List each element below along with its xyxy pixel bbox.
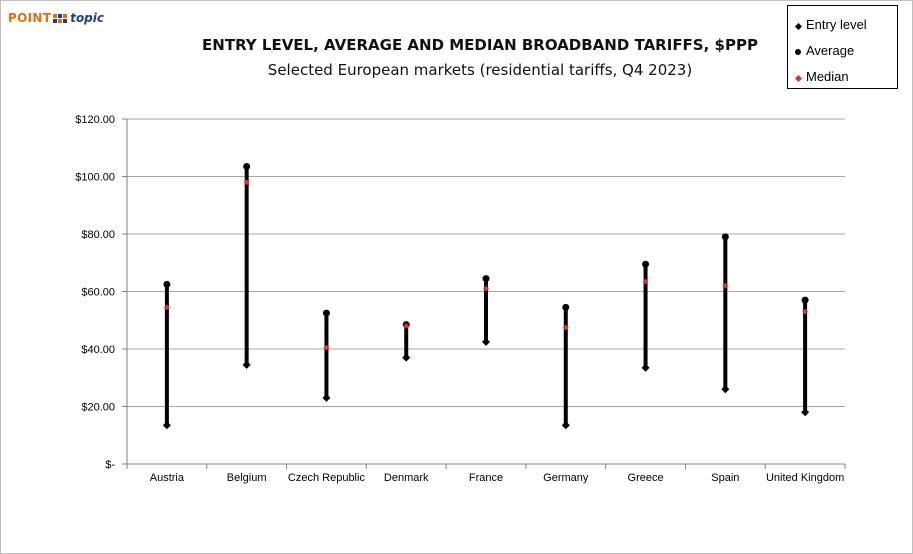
y-tick-label: $80.00 bbox=[81, 229, 115, 241]
x-tick-label: Greece bbox=[628, 472, 664, 484]
average-marker bbox=[642, 260, 650, 268]
median-marker bbox=[722, 282, 729, 289]
median-marker bbox=[802, 308, 809, 315]
median-marker bbox=[163, 304, 170, 311]
y-tick-label: $120.00 bbox=[75, 114, 115, 126]
average-marker bbox=[243, 162, 251, 170]
x-tick-label: Germany bbox=[543, 472, 589, 484]
chart-legend: Entry level Average Median bbox=[787, 5, 898, 89]
pointtopic-logo: POINT topic bbox=[8, 11, 104, 25]
legend-label-entry-level: Entry level bbox=[806, 16, 867, 32]
logo-text-point: POINT bbox=[8, 11, 52, 25]
entry-level-marker bbox=[402, 353, 411, 362]
x-tick-label: Austria bbox=[150, 472, 185, 484]
x-tick-label: Denmark bbox=[384, 472, 429, 484]
x-tick-label: United Kingdom bbox=[766, 472, 844, 484]
median-marker bbox=[562, 324, 569, 331]
median-marker bbox=[243, 179, 250, 186]
legend-label-median: Median bbox=[806, 68, 849, 84]
y-tick-label: $20.00 bbox=[81, 402, 115, 414]
median-marker bbox=[323, 344, 330, 351]
logo-text-topic: topic bbox=[70, 11, 104, 25]
entry-level-marker bbox=[721, 385, 730, 394]
average-marker bbox=[322, 309, 330, 317]
x-tick-label: Czech Republic bbox=[288, 472, 366, 484]
average-marker bbox=[721, 233, 729, 241]
x-tick-label: France bbox=[469, 472, 503, 484]
logo-grid-icon bbox=[53, 13, 68, 23]
entry-level-marker bbox=[801, 408, 810, 417]
chart-title: ENTRY LEVEL, AVERAGE AND MEDIAN BROADBAN… bbox=[202, 36, 758, 54]
average-marker bbox=[163, 280, 171, 288]
y-tick-label: $- bbox=[105, 459, 115, 471]
average-marker bbox=[801, 296, 809, 304]
average-marker bbox=[562, 303, 570, 311]
entry-level-marker bbox=[162, 421, 171, 430]
median-marker bbox=[483, 285, 489, 292]
y-tick-label: $100.00 bbox=[75, 172, 115, 184]
legend-item-entry-level: Entry level bbox=[788, 14, 899, 34]
entry-level-marker bbox=[322, 393, 331, 402]
median-marker bbox=[642, 278, 649, 285]
chart-subtitle: Selected European markets (residential t… bbox=[267, 61, 693, 79]
x-tick-label: Spain bbox=[711, 472, 739, 484]
entry-level-marker bbox=[242, 360, 251, 369]
y-tick-label: $40.00 bbox=[81, 344, 115, 356]
entry-level-marker bbox=[561, 421, 570, 430]
entry-level-marker bbox=[641, 363, 650, 372]
legend-label-average: Average bbox=[806, 42, 855, 58]
average-marker bbox=[482, 275, 490, 283]
x-tick-label: Belgium bbox=[227, 472, 267, 484]
legend-circle-marker-icon bbox=[791, 43, 805, 58]
entry-level-marker bbox=[482, 337, 490, 346]
legend-item-average: Average bbox=[788, 40, 899, 60]
median-marker bbox=[403, 323, 410, 329]
legend-item-median: Median bbox=[788, 66, 899, 86]
y-tick-label: $60.00 bbox=[81, 287, 115, 299]
